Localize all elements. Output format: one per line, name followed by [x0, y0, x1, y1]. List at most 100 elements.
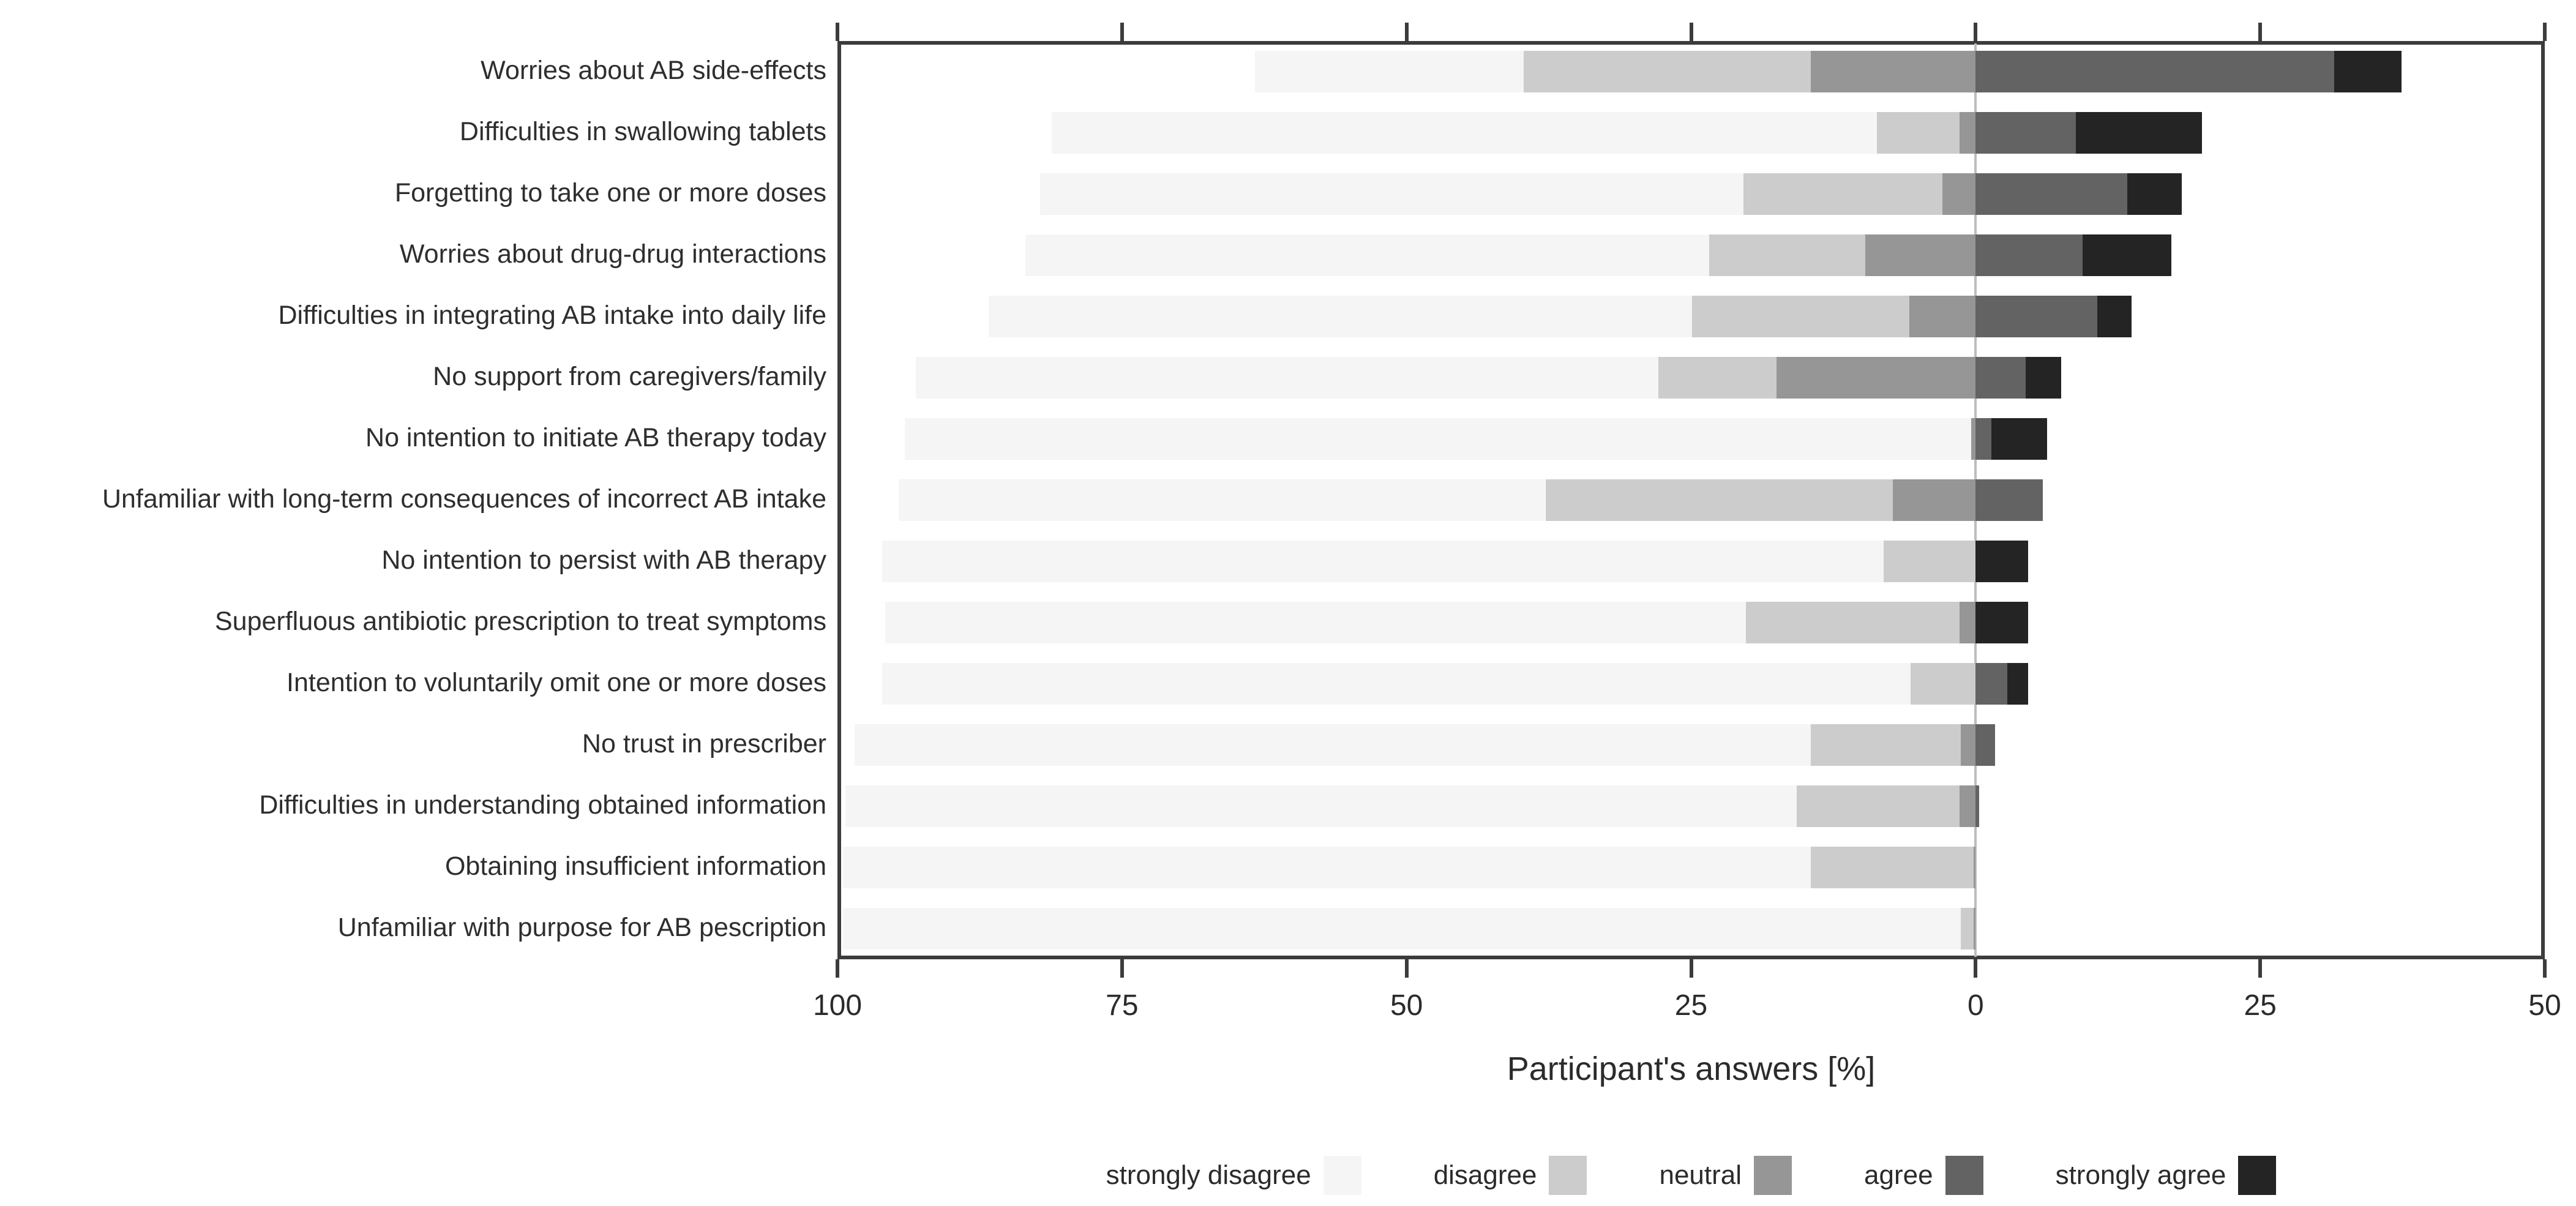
bar-segment-disagree [1810, 724, 1961, 766]
x-tick-label: 100 [812, 989, 863, 1022]
bar-segment-neutral [1973, 847, 1976, 888]
legend-swatch-disagree [1549, 1156, 1587, 1195]
category-label: Superfluous antibiotic prescription to t… [214, 607, 826, 636]
category-label: No trust in prescriber [582, 729, 826, 758]
legend-item-strongly-agree: strongly agree [2056, 1156, 2277, 1195]
x-tick-bottom [1689, 959, 1693, 978]
category-label: Unfamiliar with purpose for AB pescripti… [337, 913, 826, 942]
legend-swatch-strongly-disagree [1323, 1156, 1361, 1195]
x-tick-bottom [1404, 959, 1409, 978]
bar-segment-neutral [1960, 602, 1976, 643]
bar-segment-disagree [1961, 908, 1974, 949]
bar-segment-agree [1975, 234, 2083, 276]
bar-segment-neutral [1942, 173, 1976, 215]
x-axis-title: Participant's answers [%] [1507, 1051, 1876, 1087]
bar-segment-agree [1975, 51, 2335, 92]
x-tick-bottom [836, 959, 839, 978]
bar-segment-strongly-disagree [989, 296, 1693, 337]
x-tick-label: 25 [1674, 989, 1708, 1022]
bar-segment-neutral [1971, 418, 1976, 460]
bar-segment-strongly-disagree [1039, 173, 1744, 215]
legend-item-neutral: neutral [1659, 1156, 1792, 1195]
category-label: Intention to voluntarily omit one or mor… [286, 668, 826, 697]
bar-segment-strongly-disagree [1051, 112, 1877, 154]
bar-segment-agree [1975, 724, 1995, 766]
bar-segment-strongly-disagree [899, 479, 1546, 521]
category-label: Unfamiliar with long-term consequences o… [102, 484, 826, 514]
category-label: No intention to persist with AB therapy [381, 545, 826, 575]
legend-item-disagree: disagree [1434, 1156, 1587, 1195]
bar-segment-disagree [1883, 541, 1976, 582]
legend-swatch-agree [1945, 1156, 1983, 1195]
x-tick-bottom [1120, 959, 1124, 978]
category-label: No intention to initiate AB therapy toda… [365, 423, 826, 452]
bar-segment-agree [1975, 663, 2008, 705]
bar-segment-agree [1975, 418, 1992, 460]
legend-label: strongly agree [2055, 1160, 2226, 1190]
legend-item-agree: agree [1864, 1156, 1983, 1195]
bar-segment-strongly-agree [1991, 418, 2048, 460]
bar-segment-disagree [1911, 663, 1976, 705]
bar-segment-agree [1975, 296, 2098, 337]
x-tick-top [1120, 23, 1124, 41]
bar-segment-strongly-disagree [854, 724, 1811, 766]
x-tick-bottom [2258, 959, 2263, 978]
x-tick-label: 25 [2244, 989, 2277, 1022]
x-tick-top [1404, 23, 1409, 41]
bar-segment-strongly-agree [2075, 112, 2203, 154]
bar-segment-strongly-agree [2127, 173, 2182, 215]
bar-segment-neutral [1909, 296, 1976, 337]
x-tick-label: 0 [1967, 989, 1984, 1022]
bar-segment-strongly-agree [2083, 234, 2172, 276]
x-tick-label: 50 [2528, 989, 2561, 1022]
bar-segment-strongly-disagree [904, 418, 1971, 460]
x-tick-top [1974, 23, 1978, 41]
x-tick-bottom [1974, 959, 1978, 978]
bar-segment-strongly-disagree [843, 847, 1811, 888]
category-label: Obtaining insufficient information [444, 852, 826, 881]
bar-segment-disagree [1745, 602, 1960, 643]
bar-segment-disagree [1810, 847, 1974, 888]
bar-segment-strongly-agree [2334, 51, 2402, 92]
bar-segment-neutral [1776, 357, 1976, 399]
bar-segment-disagree [1545, 479, 1893, 521]
bar-segment-strongly-disagree [845, 785, 1797, 827]
category-label: Difficulties in understanding obtained i… [259, 790, 826, 820]
x-tick-label: 75 [1106, 989, 1139, 1022]
legend-label: strongly disagree [1106, 1160, 1311, 1190]
x-tick-label: 50 [1390, 989, 1423, 1022]
bar-segment-agree [1975, 173, 2127, 215]
category-label: Worries about AB side-effects [481, 56, 826, 85]
category-label: Difficulties in integrating AB intake in… [278, 301, 826, 330]
x-tick-top [2258, 23, 2263, 41]
bar-segment-agree [1975, 112, 2076, 154]
bar-segment-neutral [1865, 234, 1976, 276]
category-label: Forgetting to take one or more doses [394, 178, 826, 208]
bar-segment-neutral [1961, 724, 1976, 766]
x-tick-bottom [2543, 959, 2547, 978]
bar-segment-neutral [1973, 908, 1976, 949]
bar-segment-strongly-agree [1975, 602, 2028, 643]
bar-segment-disagree [1709, 234, 1865, 276]
bar-segment-disagree [1692, 296, 1910, 337]
bar-segment-agree [1975, 357, 2026, 399]
bar-segment-strongly-agree [2097, 296, 2132, 337]
x-tick-top [2543, 23, 2547, 41]
bar-segment-agree [1975, 479, 2043, 521]
bar-segment-agree [1975, 785, 1979, 827]
bar-segment-disagree [1797, 785, 1960, 827]
legend-label: disagree [1433, 1160, 1537, 1190]
bar-segment-neutral [1960, 785, 1976, 827]
x-tick-top [1689, 23, 1693, 41]
legend-item-strongly-disagree: strongly disagree [1106, 1156, 1361, 1195]
legend-label: agree [1864, 1160, 1933, 1190]
bar-segment-disagree [1743, 173, 1943, 215]
bar-segment-strongly-disagree [882, 541, 1884, 582]
bar-segment-strongly-disagree [843, 908, 1961, 949]
legend-label: neutral [1659, 1160, 1742, 1190]
category-label: No support from caregivers/family [433, 362, 826, 391]
bar-segment-strongly-disagree [885, 602, 1746, 643]
bar-segment-neutral [1810, 51, 1976, 92]
category-label: Worries about drug-drug interactions [399, 239, 826, 269]
